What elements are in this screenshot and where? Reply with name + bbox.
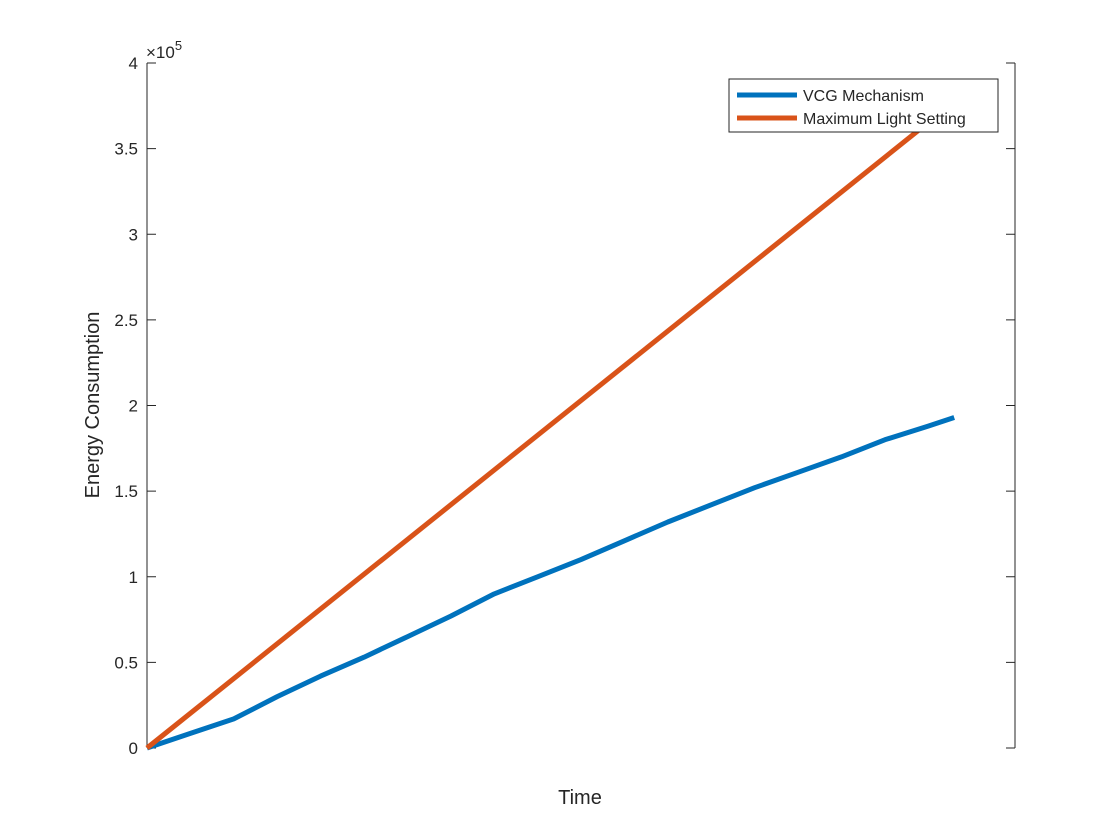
y-axis-exponent: ×105 bbox=[146, 38, 182, 62]
y-axis-label: Energy Consumption bbox=[82, 312, 104, 499]
legend-label-max-light: Maximum Light Setting bbox=[803, 111, 966, 128]
plot-area bbox=[145, 119, 955, 751]
y-tick-label: 0.5 bbox=[114, 653, 138, 672]
y-tick-label: 3.5 bbox=[114, 140, 138, 159]
series-line-vcg-mechanism bbox=[146, 415, 955, 751]
legend-label-vcg: VCG Mechanism bbox=[803, 88, 924, 105]
legend: VCG Mechanism Maximum Light Setting bbox=[728, 78, 999, 133]
y-tick-label: 1.5 bbox=[114, 482, 138, 501]
y-axis-exponent-power: 5 bbox=[175, 38, 182, 53]
y-tick-label: 0 bbox=[129, 739, 138, 758]
y-tick-label: 3 bbox=[129, 225, 138, 244]
y-tick-label: 1 bbox=[129, 568, 138, 587]
y-axis-ticks: 0 0.5 1 1.5 2 2.5 3 3.5 4 bbox=[114, 54, 1015, 758]
y-tick-label: 4 bbox=[129, 54, 138, 73]
x-axis-label: Time bbox=[558, 787, 602, 809]
y-tick-label: 2.5 bbox=[114, 311, 138, 330]
y-axis-exponent-base: ×10 bbox=[146, 43, 175, 62]
y-tick-label: 2 bbox=[129, 397, 138, 416]
series-line-maximum-light-setting bbox=[145, 119, 932, 750]
legend-box bbox=[728, 78, 999, 133]
